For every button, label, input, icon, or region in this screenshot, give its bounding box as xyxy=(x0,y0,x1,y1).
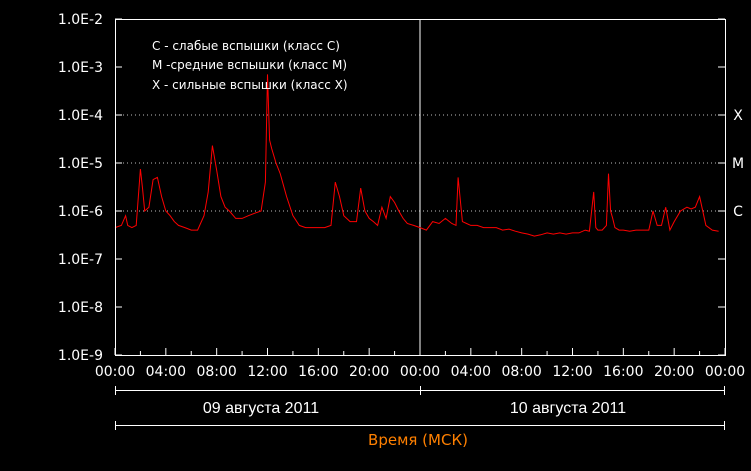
date-axis: 09 августа 2011 10 августа 2011 Время (М… xyxy=(115,386,725,449)
x-tick-label: 04:00 xyxy=(451,364,491,380)
x-tick-label: 00:00 xyxy=(95,364,135,380)
y-tick-label: 1.0E-8 xyxy=(58,300,103,316)
y-axis-ticks: 1.0E-2 1.0E-3 1.0E-4 1.0E-5 1.0E-6 1.0E-7 1.0E… xyxy=(58,12,725,364)
x-tick-label: 16:00 xyxy=(298,364,338,380)
y-tick-label: 1.0E-6 xyxy=(58,204,103,220)
legend-entry-m: M -средние вспышки (класс M) xyxy=(152,58,347,72)
flare-class-label: X xyxy=(733,108,743,124)
x-axis-title: Время (МСК) xyxy=(368,431,468,449)
flare-class-label: M xyxy=(732,156,744,172)
x-tick-label: 20:00 xyxy=(349,364,389,380)
flare-class-labels: X M C xyxy=(732,108,744,220)
y-tick-label: 1.0E-2 xyxy=(58,12,103,28)
x-axis-ticks: 00:00 04:00 08:00 12:00 16:00 20:00 00:00 04:00… xyxy=(95,348,745,380)
legend-entry-x: X - сильные вспышки (класс X) xyxy=(152,78,348,92)
date-label-day1: 09 августа 2011 xyxy=(203,400,319,417)
x-tick-label: 08:00 xyxy=(196,364,236,380)
y-tick-label: 1.0E-9 xyxy=(58,348,103,364)
y-tick-label: 1.0E-7 xyxy=(58,252,103,268)
y-tick-label: 1.0E-4 xyxy=(58,108,103,124)
y-tick-label: 1.0E-5 xyxy=(58,156,103,172)
x-tick-label: 04:00 xyxy=(146,364,186,380)
x-tick-label: 16:00 xyxy=(603,364,643,380)
date-label-day2: 10 августа 2011 xyxy=(510,400,626,417)
legend-entry-c: C - слабые вспышки (класс C) xyxy=(152,39,340,53)
xray-flux-series-line xyxy=(114,74,719,237)
y-tick-label: 1.0E-3 xyxy=(58,60,103,76)
x-tick-label: 08:00 xyxy=(501,364,541,380)
x-tick-label: 20:00 xyxy=(654,364,694,380)
x-tick-label: 12:00 xyxy=(552,364,592,380)
x-tick-label: 00:00 xyxy=(400,364,440,380)
legend: C - слабые вспышки (класс C) M -средние … xyxy=(152,39,348,92)
plot-frame xyxy=(115,19,726,356)
x-tick-label: 12:00 xyxy=(247,364,287,380)
x-tick-label: 00:00 xyxy=(705,364,745,380)
flare-class-label: C xyxy=(733,204,743,220)
